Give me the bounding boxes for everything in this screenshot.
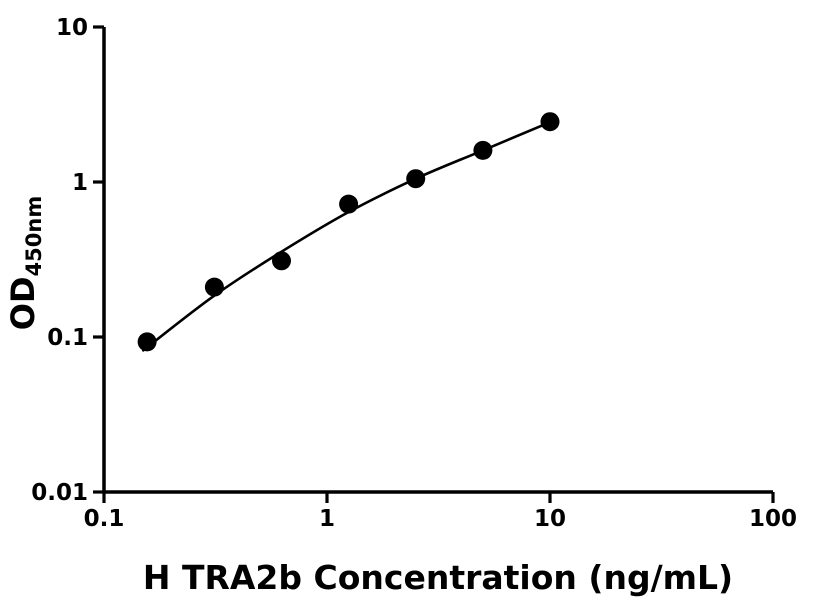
data-point	[339, 194, 359, 214]
data-point	[406, 169, 426, 189]
y-tick-label: 0.1	[47, 325, 88, 351]
y-tick-label: 0.01	[31, 480, 88, 506]
data-point	[137, 332, 157, 352]
x-tick-label: 0.1	[84, 506, 125, 532]
x-tick-label: 100	[749, 506, 797, 532]
data-point	[204, 277, 224, 297]
y-tick-label: 10	[56, 15, 88, 41]
y-axis-title-main: OD	[4, 276, 42, 330]
x-axis-title: H TRA2b Concentration (ng/mL)	[143, 558, 733, 597]
y-axis-title: OD450nm	[4, 196, 46, 330]
x-tick-label: 1	[319, 506, 335, 532]
axes-lines	[102, 27, 773, 494]
data-point	[272, 251, 291, 271]
x-tick-label: 10	[534, 506, 566, 532]
y-tick-label: 1	[72, 170, 88, 196]
data-point	[540, 112, 560, 132]
data-point	[473, 140, 493, 160]
y-axis-title-subscript: 450nm	[22, 196, 46, 277]
